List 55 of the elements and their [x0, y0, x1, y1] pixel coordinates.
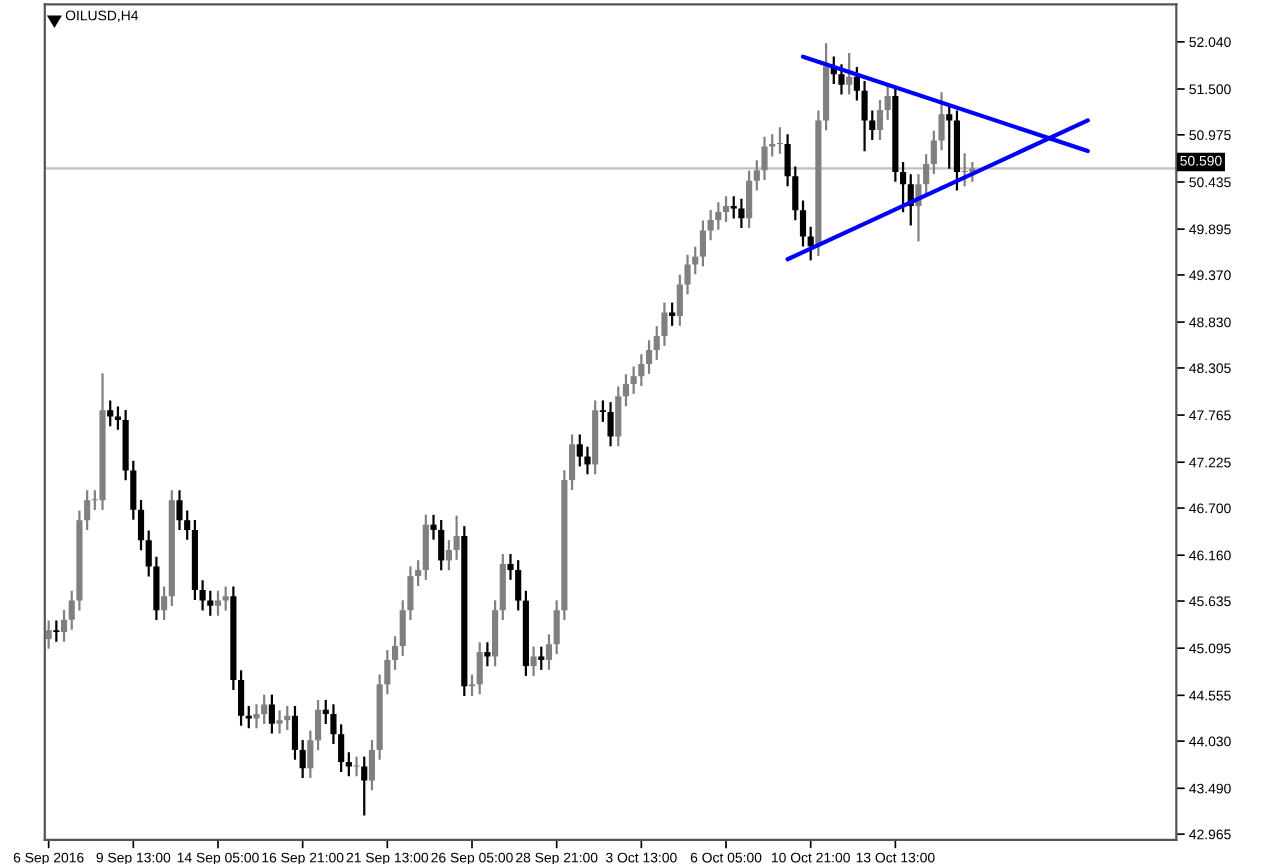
candlestick [776, 127, 783, 154]
candlestick [476, 642, 483, 695]
candlestick [746, 170, 753, 229]
candlestick [838, 64, 845, 95]
candlestick [438, 520, 445, 571]
candlestick [499, 554, 506, 621]
candlestick [622, 374, 630, 407]
candlestick [530, 646, 537, 676]
candlestick [391, 636, 399, 670]
candlestick [268, 694, 275, 734]
candlestick [946, 104, 953, 169]
candlestick [422, 514, 429, 580]
candlestick [669, 302, 676, 326]
candlestick [876, 100, 884, 140]
candlestick [314, 699, 322, 751]
candlestick [884, 86, 891, 120]
candlestick [137, 499, 145, 551]
candlestick [638, 354, 645, 387]
candlestick [492, 600, 499, 667]
candlestick [45, 620, 52, 649]
candlestick [699, 220, 707, 267]
candlestick [107, 400, 114, 427]
candlestick [515, 560, 522, 611]
candlestick [453, 515, 460, 560]
candlestick [645, 340, 653, 374]
candlestick [214, 590, 222, 616]
candlestick [222, 586, 229, 611]
candlestick [722, 196, 730, 222]
candlestick [445, 540, 452, 571]
candlestick [60, 609, 68, 642]
candlestick [846, 52, 853, 95]
candlestick [568, 434, 576, 490]
candlestick [161, 586, 168, 621]
candlestick [291, 706, 299, 760]
candlestick [261, 694, 268, 724]
candlestick [353, 756, 360, 777]
candlestick [738, 198, 745, 229]
candlestick [707, 210, 714, 241]
candlestick [299, 740, 306, 779]
candlestick [361, 756, 368, 816]
candlestick [899, 162, 907, 213]
candlestick [538, 646, 545, 670]
candlestick [576, 434, 583, 467]
candlestick [607, 402, 614, 447]
candlestick [53, 620, 60, 642]
candlestick [961, 153, 968, 187]
candlestick [368, 740, 376, 791]
candlestick [307, 730, 314, 779]
candlestick [615, 386, 622, 447]
candlestick [276, 710, 283, 734]
candlestick [468, 674, 476, 696]
candlestick [238, 670, 245, 726]
candlestick [545, 634, 553, 670]
candlestick [799, 200, 807, 247]
candlestick [114, 406, 121, 430]
